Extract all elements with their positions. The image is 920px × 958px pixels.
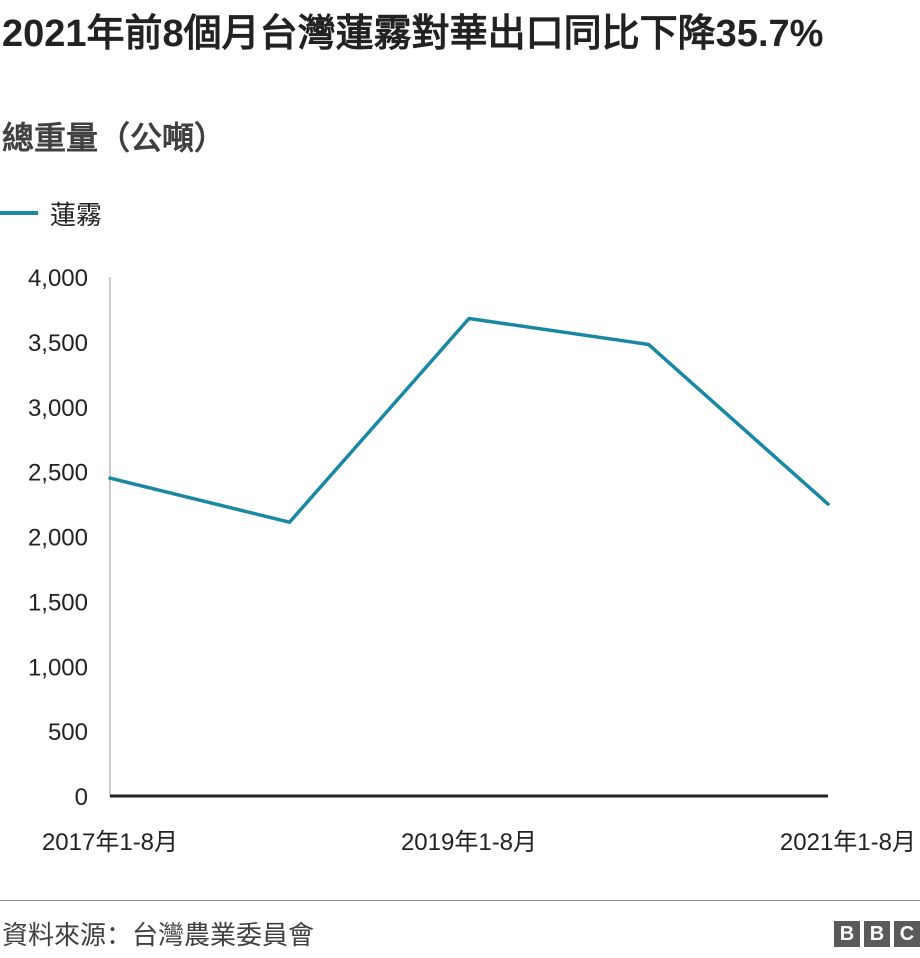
y-tick-label: 2,500: [28, 460, 88, 487]
series-line: [108, 316, 830, 524]
logo-letter: C: [894, 921, 920, 947]
x-tick-label: 2021年1-8月: [780, 829, 916, 856]
y-tick-label: 4,000: [28, 265, 88, 292]
legend-swatch: [0, 211, 38, 215]
y-tick-label: 3,500: [28, 330, 88, 357]
y-tick-label: 2,000: [28, 525, 88, 552]
line-chart: 0 500 1,000 1,500 2,000 2,500 3,000 3,500 4,000 2…: [28, 265, 916, 856]
source-note: 資料來源：台灣農業委員會: [2, 920, 315, 950]
x-tick-label: 2019年1-8月: [401, 829, 537, 856]
logo-letter: B: [834, 921, 860, 947]
y-tick-label: 1,500: [28, 589, 88, 616]
x-tick-label: 2017年1-8月: [42, 829, 178, 856]
legend-label: 蓮霧: [50, 199, 103, 230]
y-tick-label: 3,000: [28, 395, 88, 422]
y-tick-label: 500: [48, 719, 88, 746]
logo-letter: B: [864, 921, 890, 947]
footer-divider: [0, 900, 920, 901]
y-tick-label: 1,000: [28, 654, 88, 681]
chart-title: 2021年前8個月台灣蓮霧對華出口同比下降35.7%: [2, 13, 824, 55]
y-tick-label: 0: [75, 784, 88, 811]
legend: 蓮霧: [0, 195, 102, 231]
bbc-logo: B B C: [834, 921, 920, 947]
chart-subtitle: 總重量（公噸）: [2, 120, 227, 156]
